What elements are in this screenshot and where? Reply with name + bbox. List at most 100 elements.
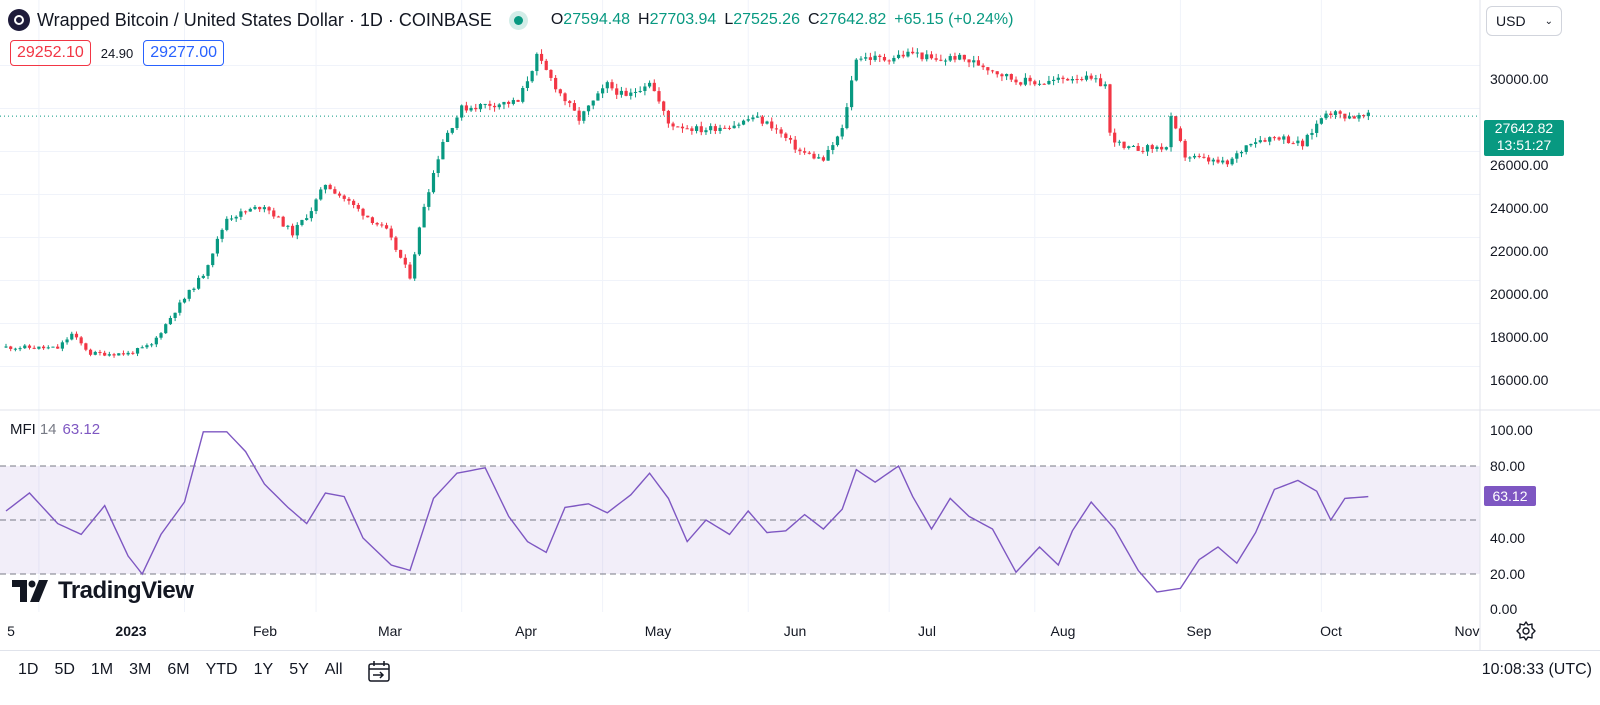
candle-body [74, 333, 79, 338]
candle-body [662, 101, 666, 111]
candle-body [1014, 79, 1018, 83]
candle-body [732, 125, 736, 129]
candle-body [624, 90, 628, 96]
mfi-legend[interactable]: MFI 14 63.12 [10, 421, 100, 438]
candle-body [46, 347, 50, 349]
candle-body [920, 52, 924, 60]
range-button-5d[interactable]: 5D [54, 661, 75, 678]
candle-body [347, 198, 351, 201]
candle-body [1192, 155, 1197, 158]
candle-body [1075, 78, 1079, 80]
candle-body [901, 54, 905, 57]
candle-body [704, 130, 708, 133]
candle-body [492, 105, 497, 108]
candle-body [51, 346, 55, 348]
mfi-name: MFI [10, 421, 36, 438]
candle-body [450, 128, 454, 133]
currency-select[interactable]: USD ⌄ [1486, 6, 1562, 36]
candle-body [1080, 79, 1084, 81]
candle-body [821, 157, 826, 161]
range-button-6m[interactable]: 6M [167, 661, 190, 678]
candle-body [1066, 78, 1070, 81]
chevron-down-icon: ⌄ [1544, 15, 1553, 27]
symbol-title[interactable]: Wrapped Bitcoin / United States Dollar ·… [37, 9, 492, 30]
candle-body [65, 339, 69, 343]
candle-body [474, 107, 478, 110]
range-button-3m[interactable]: 3M [129, 661, 152, 678]
candle-body [1296, 140, 1300, 144]
candle-body [417, 227, 422, 255]
candle-body [676, 126, 680, 128]
candle-body [1141, 150, 1145, 152]
price-axis-label: 26000.00 [1490, 157, 1549, 173]
candle-body [807, 152, 811, 154]
candle-body [1005, 74, 1009, 77]
candle-body [840, 128, 844, 137]
candle-body [582, 111, 586, 121]
range-button-ytd[interactable]: YTD [205, 661, 238, 678]
price-axis-label: 16000.00 [1490, 372, 1549, 388]
candle-body [272, 210, 276, 217]
range-button-1m[interactable]: 1M [90, 661, 114, 678]
candle-body [502, 101, 506, 105]
candle-body [718, 127, 722, 131]
candle-body [1258, 140, 1262, 143]
candle-body [1127, 146, 1131, 148]
candle-body [694, 126, 699, 131]
range-button-1y[interactable]: 1Y [253, 661, 274, 678]
calendar-go-to-icon[interactable] [366, 659, 392, 685]
candle-body [112, 354, 116, 356]
candle-body [436, 159, 440, 173]
buy-button[interactable]: 29277.00 [143, 40, 225, 66]
candle-body [1305, 134, 1309, 147]
candle-body [939, 59, 943, 61]
candle-body [1291, 143, 1295, 145]
candle-body [352, 200, 356, 205]
range-button-1d[interactable]: 1D [18, 661, 39, 678]
candle-body [1042, 83, 1046, 85]
bottom-toolbar: 1D 5D 1M 3M 6M YTD 1Y 5Y All 10:08:33 (U… [0, 650, 1600, 705]
candle-body [478, 104, 483, 110]
gear-icon[interactable] [1515, 620, 1537, 642]
candle-body [215, 238, 219, 254]
candle-body [690, 128, 694, 131]
candle-body [394, 237, 398, 250]
range-button-5y[interactable]: 5Y [289, 661, 309, 678]
candle-body [511, 100, 515, 104]
range-button-all[interactable]: All [324, 661, 343, 678]
time-axis-label: Apr [515, 623, 537, 639]
ohlc-values: O27594.48 H27703.94 L27525.26 C27642.82 … [551, 11, 1014, 29]
market-status-icon[interactable] [513, 15, 523, 25]
candle-body [380, 224, 384, 226]
candle-body [709, 126, 713, 131]
candle-body [1103, 84, 1107, 87]
candle-body [319, 189, 323, 200]
tradingview-logo[interactable]: TradingView [12, 577, 194, 605]
sell-button[interactable]: 29252.10 [10, 40, 91, 66]
low-label: L [724, 11, 734, 28]
candle-body [206, 265, 210, 276]
candle-body [1249, 143, 1253, 146]
bid-ask: 29252.10 24.90 29277.00 [10, 40, 225, 66]
candle-body [79, 337, 83, 344]
candle-body [234, 216, 238, 219]
candle-body [521, 88, 525, 102]
tradingview-logo-icon [12, 580, 48, 602]
price-axis-label: 20000.00 [1490, 286, 1549, 302]
candle-body [610, 82, 614, 89]
candle-body [1122, 141, 1126, 148]
candle-body [337, 193, 342, 196]
candle-body [399, 249, 403, 258]
candle-body [117, 353, 121, 356]
candle-body [596, 93, 600, 101]
candle-body [9, 346, 13, 349]
candle-body [422, 206, 426, 228]
candle-body [925, 54, 929, 60]
candle-body [1070, 78, 1074, 81]
candle-body [972, 60, 976, 63]
candle-body [1084, 75, 1089, 80]
clock[interactable]: 10:08:33 (UTC) [1481, 661, 1592, 678]
spread-value: 24.90 [100, 45, 134, 61]
candle-body [929, 54, 934, 59]
